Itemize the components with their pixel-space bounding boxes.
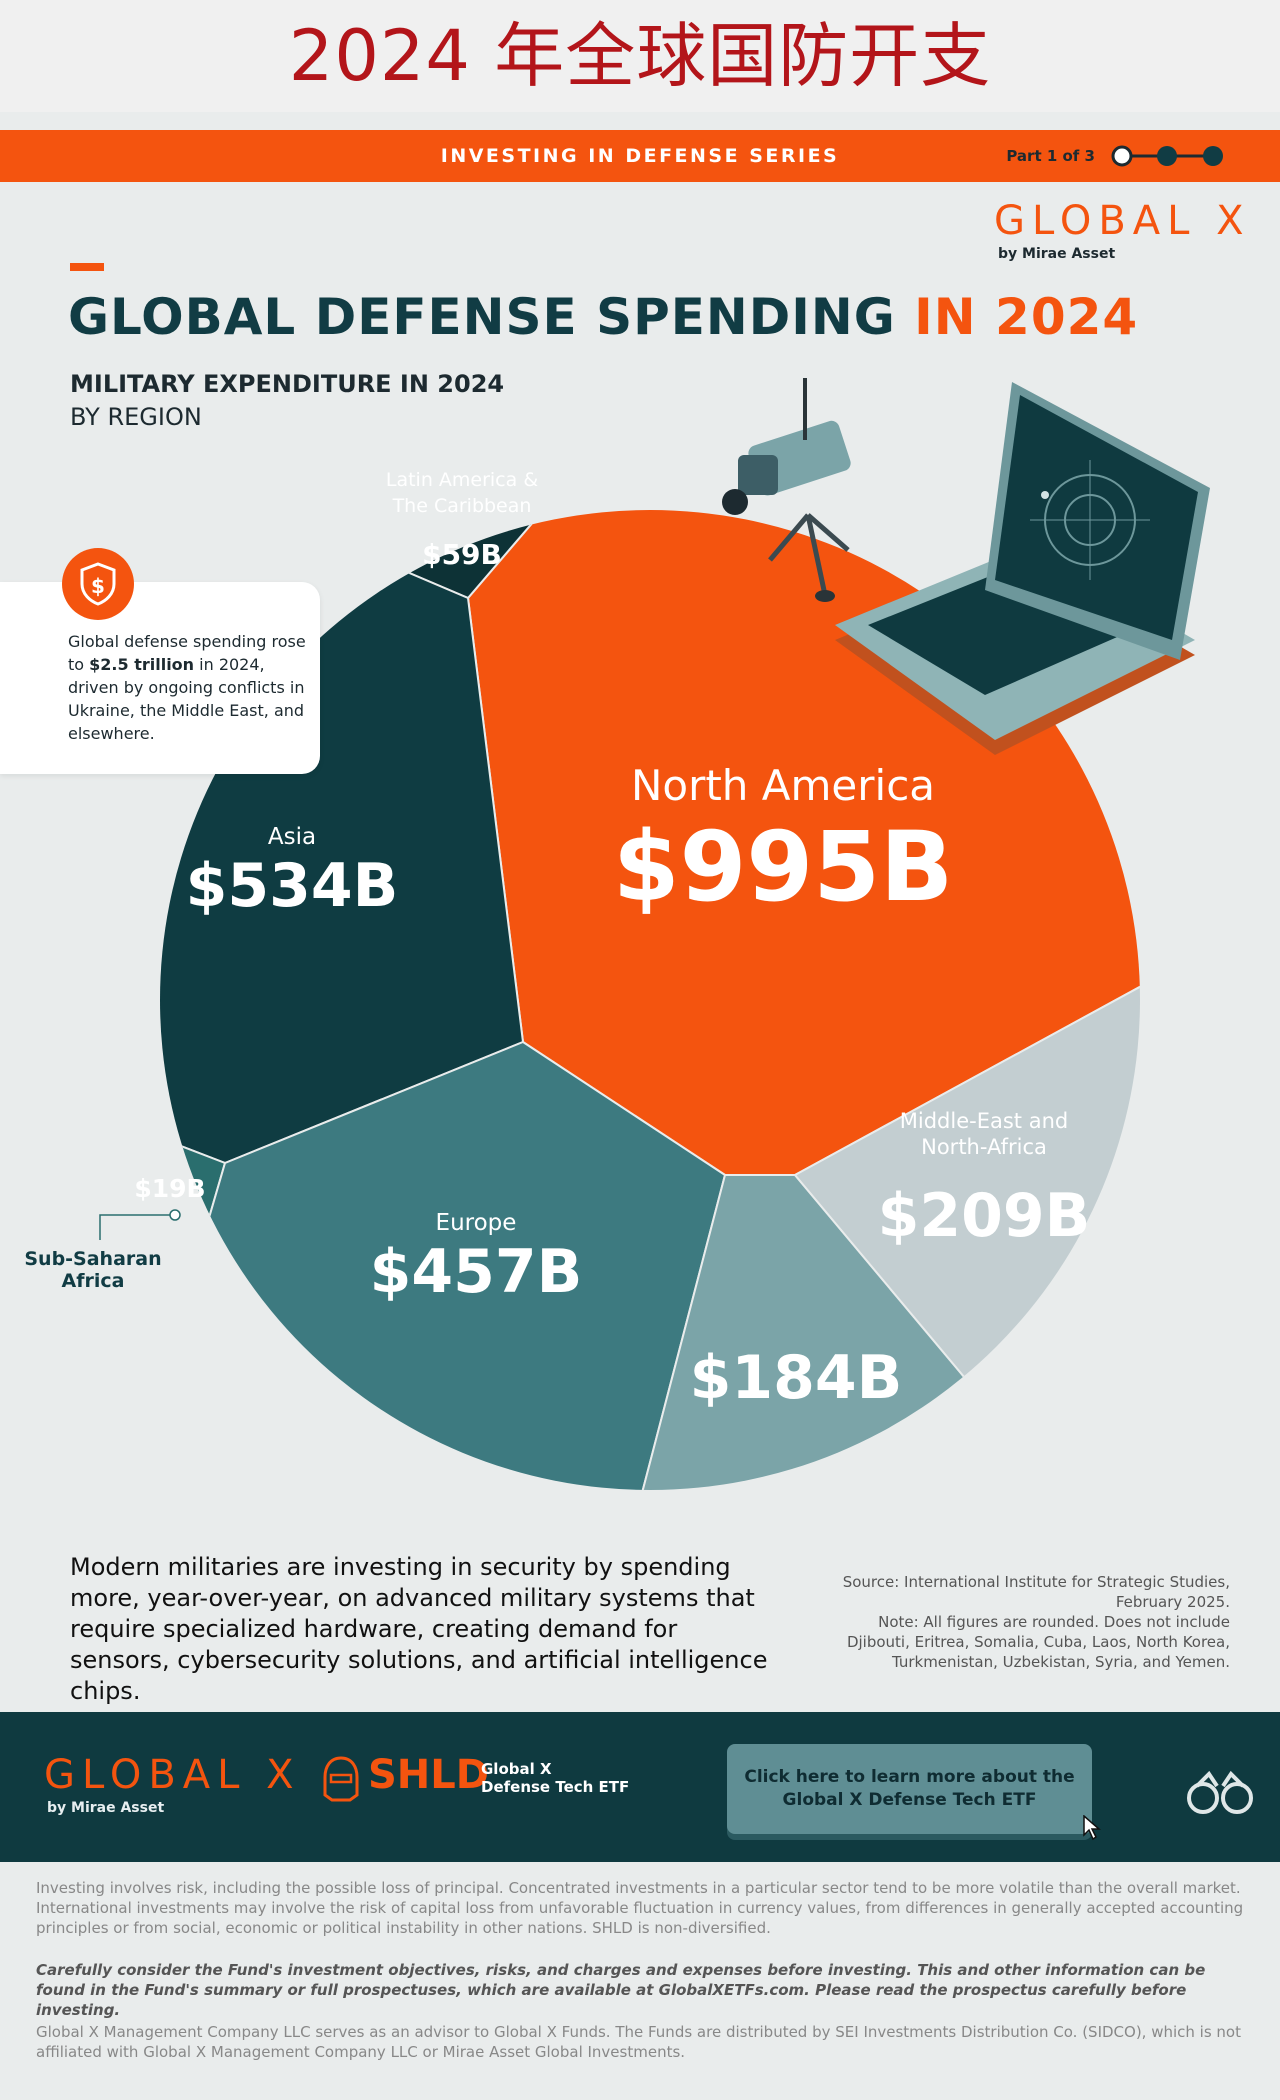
callout-text: Global defense spending rose to $2.5 tri… [68,630,308,745]
page-title: 2024 年全球国防开支 [288,15,992,97]
page-title-bar: 2024 年全球国防开支 [0,0,1280,112]
series-label: INVESTING IN DEFENSE SERIES [440,145,840,167]
region-name-label: Africa [62,1270,125,1292]
headline-main: GLOBAL DEFENSE SPENDING [68,288,896,346]
note-line: Note: All figures are rounded. Does not … [878,1613,1230,1631]
subtitle-region: BY REGION [70,403,202,431]
region-value-label: $457B [370,1237,583,1307]
region-name-label: North America [631,761,935,810]
headline: GLOBAL DEFENSE SPENDING IN 2024 [68,288,1138,346]
region-name-label: Europe [436,1210,517,1236]
part-progress-icon [1111,145,1223,167]
region-value-label: $59B [422,538,502,571]
region-value-label: $184B [690,1343,903,1413]
region-value-label: $534B [186,851,399,921]
region-name-label: Sub-Saharan [24,1248,161,1270]
camera-icon [722,378,851,602]
subtitle: MILITARY EXPENDITURE IN 2024 [70,370,505,398]
globalx-logo-sub: by Mirae Asset [998,246,1116,262]
footer-logo[interactable]: GLOBAL X [44,1752,301,1798]
globalx-logo: GLOBAL X [994,198,1251,244]
sub-saharan-leader [99,1209,181,1240]
callout-pre: Global defense spending rose to [68,632,306,674]
footer-logo-sub: by Mirae Asset [47,1800,165,1816]
series-bar: INVESTING IN DEFENSE SERIES Part 1 of 3 [0,130,1280,182]
source-line: Source: International Institute for Stra… [842,1573,1230,1591]
region-name-label: Latin America & [386,469,538,491]
advisor-disclaimer: Global X Management Company LLC serves a… [36,2023,1241,2061]
note-line: Turkmenistan, Uzbekistan, Syria, and Yem… [891,1653,1230,1671]
svg-text:$: $ [91,574,105,598]
region-name-label: North-Africa [921,1135,1047,1159]
region-value-label: $19B [134,1174,205,1203]
learn-more-button[interactable]: Click here to learn more about the Globa… [727,1744,1092,1834]
learn-more-label: Click here to learn more about the Globa… [744,1767,1075,1810]
source-note: Source: International Institute for Stra… [760,1572,1230,1672]
region-name-label: Asia [268,824,316,850]
region-name-label: The Caribbean [392,495,532,517]
fund-name: Global X Defense Tech ETF [481,1760,629,1796]
insight-callout [0,582,320,774]
region-value-label: $995B [613,811,953,923]
accent-dash [70,263,104,271]
region-value-label: $209B [878,1181,1091,1251]
helmet-icon [323,1756,359,1802]
spending-chart: North America$995B Asia$534B Europe$457B Mi… [24,378,1210,1490]
part-label: Part 1 of 3 [1006,147,1095,165]
shield-dollar-icon: $ [62,548,134,620]
body-text: Modern militaries are investing in secur… [70,1553,768,1705]
note-line: Djibouti, Eritrea, Somalia, Cuba, Laos, … [846,1633,1230,1651]
binoculars-icon [1187,1770,1253,1814]
cursor-icon [1083,1815,1101,1841]
source-line: February 2025. [1115,1593,1230,1611]
fund-name-line1: Global X [481,1760,552,1778]
fund-name-line2: Defense Tech ETF [481,1778,630,1796]
region-name-label: Middle-East and [900,1109,1068,1133]
shld-ticker: SHLD [368,1752,489,1798]
callout-post: in 2024, driven by ongoing conflicts in … [68,655,305,743]
laptop-icon [835,382,1210,755]
prospectus-disclaimer: Carefully consider the Fund's investment… [36,1961,1206,2019]
risk-disclaimer: Investing involves risk, including the p… [36,1879,1244,1937]
callout-bold: $2.5 trillion [89,655,195,674]
headline-accent: IN 2024 [914,288,1139,346]
